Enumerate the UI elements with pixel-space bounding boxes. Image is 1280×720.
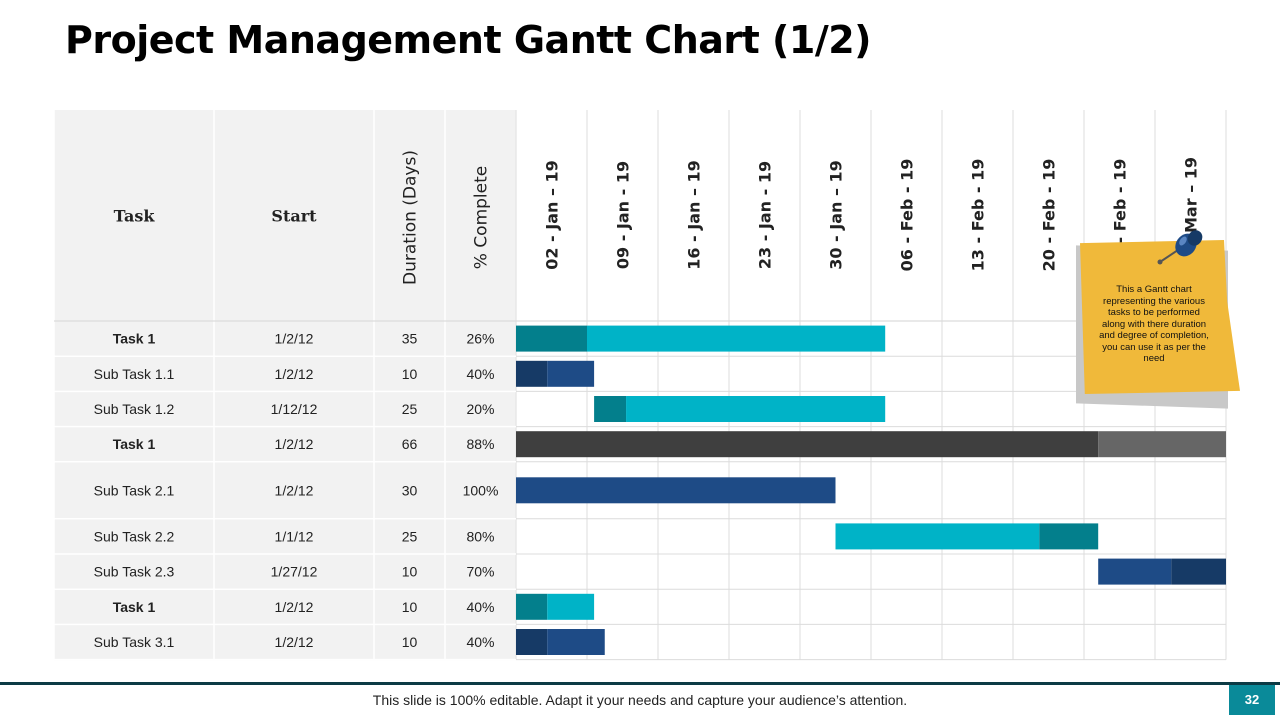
- cell-duration: 10: [402, 634, 418, 650]
- gantt-bar-remaining: [626, 396, 886, 422]
- column-header-start: Start: [271, 207, 317, 226]
- gantt-bar-complete: [516, 477, 836, 504]
- cell-complete: 26%: [466, 331, 494, 347]
- timeline-label: 13 - Feb - 19: [969, 159, 988, 272]
- column-header-task: Task: [114, 207, 156, 226]
- timeline-label: 23 - Jan - 19: [756, 161, 775, 269]
- cell-duration: 10: [402, 599, 418, 615]
- gantt-bar-complete: [835, 523, 1040, 550]
- column-header-complete: % Complete: [472, 166, 492, 270]
- footer-divider: [0, 682, 1280, 685]
- page-number: 32: [1229, 685, 1275, 715]
- timeline-label: 09 - Jan - 19: [614, 161, 633, 269]
- cell-duration: 25: [402, 528, 418, 544]
- column-header-duration: Duration (Days): [401, 150, 421, 285]
- sticky-note-text: This a Gantt chart representing the vari…: [1099, 284, 1209, 364]
- sticky-note-paper: [1080, 240, 1240, 394]
- cell-start: 1/2/12: [275, 482, 314, 498]
- sticky-note: This a Gantt chart representing the vari…: [1076, 230, 1250, 410]
- table-background: [54, 110, 516, 660]
- cell-duration: 10: [402, 564, 418, 580]
- gantt-bar-complete: [1098, 558, 1172, 585]
- timeline-label: 20 - Feb - 19: [1040, 159, 1059, 272]
- cell-task: Sub Task 2.1: [94, 482, 175, 498]
- cell-complete: 80%: [466, 528, 494, 544]
- cell-duration: 66: [402, 436, 418, 452]
- cell-complete: 20%: [466, 401, 494, 417]
- footer-text: This slide is 100% editable. Adapt it yo…: [372, 692, 908, 708]
- cell-start: 1/2/12: [275, 599, 314, 615]
- cell-complete: 100%: [463, 482, 499, 498]
- cell-task: Sub Task 1.2: [94, 401, 175, 417]
- cell-start: 1/12/12: [271, 401, 318, 417]
- timeline-label: 06 - Feb - 19: [898, 159, 917, 272]
- cell-start: 1/2/12: [275, 331, 314, 347]
- cell-complete: 40%: [466, 366, 494, 382]
- cell-duration: 30: [402, 482, 418, 498]
- gantt-bar-remaining: [587, 325, 886, 352]
- timeline-label: 16 - Jan – 19: [685, 160, 704, 270]
- cell-duration: 10: [402, 366, 418, 382]
- cell-start: 1/27/12: [271, 564, 318, 580]
- pushpin-icon: [1157, 230, 1203, 265]
- cell-start: 1/2/12: [275, 436, 314, 452]
- timeline-label: 02 - Jan – 19: [543, 160, 562, 270]
- cell-task: Sub Task 2.2: [94, 528, 175, 544]
- cell-start: 1/1/12: [275, 528, 314, 544]
- cell-task: Task 1: [113, 436, 156, 452]
- gantt-bar-remaining: [547, 360, 595, 387]
- cell-start: 1/2/12: [275, 366, 314, 382]
- cell-complete: 40%: [466, 634, 494, 650]
- gantt-bar-remaining: [1039, 523, 1099, 550]
- cell-task: Task 1: [113, 331, 156, 347]
- gantt-bar-remaining: [547, 629, 605, 655]
- cell-task: Sub Task 3.1: [94, 634, 175, 650]
- gantt-svg: Task Start Duration (Days) % Complete 02 - J…: [53, 110, 1227, 661]
- gantt-bar-remaining: [1098, 431, 1226, 458]
- cell-task: Task 1: [113, 599, 156, 615]
- cell-task: Sub Task 2.3: [94, 564, 175, 580]
- gantt-bar-complete: [516, 593, 548, 620]
- cell-duration: 35: [402, 331, 418, 347]
- cell-task: Sub Task 1.1: [94, 366, 175, 382]
- timeline-label: 30 - Jan – 19: [827, 160, 846, 270]
- cell-complete: 40%: [466, 599, 494, 615]
- gantt-bar-remaining: [547, 593, 595, 620]
- gantt-bar-complete: [516, 431, 1099, 458]
- cell-complete: 88%: [466, 436, 494, 452]
- gantt-bar-complete: [516, 629, 548, 655]
- gantt-bar-complete: [594, 396, 627, 422]
- cell-duration: 25: [402, 401, 418, 417]
- cell-start: 1/2/12: [275, 634, 314, 650]
- gantt-bar-complete: [516, 360, 548, 387]
- cell-complete: 70%: [466, 564, 494, 580]
- gantt-bar-remaining: [1171, 558, 1226, 585]
- gantt-bar-complete: [516, 325, 587, 352]
- page-title: Project Management Gantt Chart (1/2): [65, 18, 872, 62]
